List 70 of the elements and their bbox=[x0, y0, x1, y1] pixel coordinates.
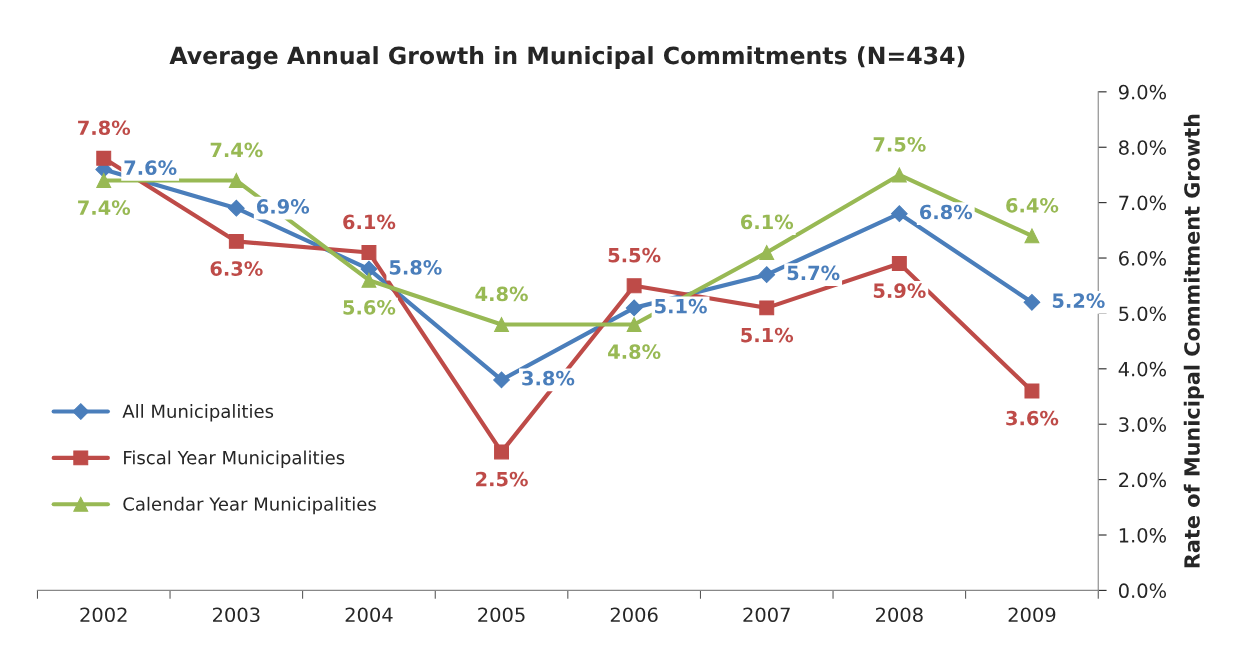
data-label: 5.1% bbox=[741, 327, 794, 343]
legend-label: All Municipalities bbox=[122, 404, 274, 422]
data-label: 5.7% bbox=[787, 265, 840, 281]
y-tick-label: 7.0% bbox=[1119, 195, 1167, 211]
data-label: 2.5% bbox=[476, 471, 528, 487]
data-label: 4.8% bbox=[475, 286, 528, 302]
data-label: 7.4% bbox=[210, 142, 263, 158]
point bbox=[625, 299, 643, 317]
data-label: 7.5% bbox=[873, 137, 926, 152]
chart-title: Average Annual Growth in Municipal Commitments (N=434) bbox=[169, 46, 965, 70]
data-label: 7.6% bbox=[124, 160, 177, 176]
point bbox=[227, 199, 245, 217]
y-tick-label: 2.0% bbox=[1119, 472, 1167, 488]
x-tick-label: 2002 bbox=[80, 607, 127, 623]
point bbox=[96, 150, 112, 166]
data-label: 7.4% bbox=[78, 200, 131, 215]
data-label: 5.1% bbox=[655, 298, 707, 314]
data-label: 7.8% bbox=[78, 120, 131, 136]
data-label: 5.8% bbox=[389, 260, 442, 275]
legend-label: Calendar Year Municipalities bbox=[123, 496, 376, 515]
point bbox=[494, 317, 509, 332]
y-tick-label: 6.0% bbox=[1119, 250, 1167, 266]
x-tick-label: 2005 bbox=[478, 607, 525, 623]
y-tick-label: 8.0% bbox=[1119, 140, 1167, 155]
data-label: 5.5% bbox=[608, 247, 661, 263]
point bbox=[759, 245, 775, 260]
point bbox=[626, 278, 642, 294]
data-label: 6.9% bbox=[256, 199, 310, 214]
data-label: 5.6% bbox=[343, 299, 396, 315]
data-label: 4.8% bbox=[608, 344, 661, 359]
x-tick-label: 2006 bbox=[610, 607, 658, 623]
data-label: 6.1% bbox=[740, 214, 794, 230]
data-label: 6.4% bbox=[1006, 197, 1059, 213]
point bbox=[891, 167, 907, 183]
point bbox=[1023, 293, 1041, 311]
y-tick-label: 0.0% bbox=[1118, 583, 1167, 599]
x-tick-label: 2009 bbox=[1008, 607, 1056, 623]
point bbox=[360, 260, 378, 278]
x-tick-label: 2008 bbox=[876, 607, 923, 623]
data-label: 6.1% bbox=[343, 214, 396, 230]
point bbox=[361, 272, 377, 288]
y-tick-label: 1.0% bbox=[1119, 527, 1167, 543]
point bbox=[361, 245, 377, 260]
data-label: 6.3% bbox=[210, 261, 263, 276]
point bbox=[228, 173, 244, 188]
point bbox=[759, 300, 775, 316]
point bbox=[1024, 383, 1040, 399]
point bbox=[1024, 228, 1040, 244]
point bbox=[758, 266, 776, 284]
y-tick-label: 3.0% bbox=[1119, 417, 1167, 432]
point bbox=[626, 317, 642, 332]
point bbox=[494, 444, 509, 460]
x-tick-label: 2003 bbox=[213, 607, 260, 623]
data-label: 6.8% bbox=[919, 204, 973, 220]
y2-axis-title: Rate of Municipal Commitment Growth bbox=[1183, 114, 1204, 568]
x-tick-label: 2007 bbox=[743, 607, 790, 623]
y-tick-label: 9.0% bbox=[1118, 84, 1167, 100]
y-tick-label: 5.0% bbox=[1119, 306, 1167, 322]
point bbox=[228, 233, 244, 249]
data-label: 3.6% bbox=[1006, 410, 1059, 426]
point bbox=[493, 371, 510, 389]
data-label: 5.2% bbox=[1052, 293, 1105, 308]
data-label: 3.8% bbox=[522, 370, 575, 386]
y-tick-label: 4.0% bbox=[1118, 361, 1167, 377]
point bbox=[96, 173, 112, 188]
legend-label: Fiscal Year Municipalities bbox=[124, 450, 345, 468]
x-tick-label: 2004 bbox=[345, 607, 393, 623]
data-label: 5.9% bbox=[873, 283, 926, 299]
point bbox=[891, 256, 907, 272]
point bbox=[890, 205, 908, 223]
